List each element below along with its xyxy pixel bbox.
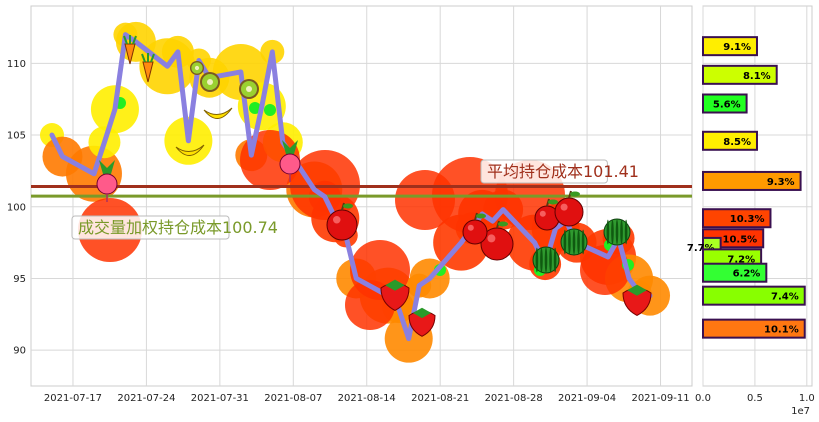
strawberry-icon xyxy=(380,279,410,311)
carrot-icon xyxy=(123,35,137,65)
weighted-cost-annotation: 成交量加权持仓成本100.74 xyxy=(71,215,278,240)
apple-icon xyxy=(326,202,358,241)
volume-bar-label: 9.1% xyxy=(723,42,751,53)
volume-bar-rect xyxy=(702,93,748,114)
volume-bar: 8.1% xyxy=(702,64,778,85)
watermelon-icon xyxy=(603,218,631,246)
x-tick-label: 2021-09-04 xyxy=(558,393,616,404)
volume-bar: 9.1% xyxy=(702,36,758,57)
volume-bar-label: 10.3% xyxy=(730,214,765,225)
kiwi-icon xyxy=(239,79,259,99)
volume-bar-rect xyxy=(702,318,806,339)
radish-icon xyxy=(96,160,118,202)
banana-icon xyxy=(175,144,205,156)
price-line xyxy=(49,32,653,342)
volume-chart: 9.1% 8.1% 5.6% 8.5% 9.3% 10.3% 10.5% 7.7% 7.2% 6.… xyxy=(687,5,815,417)
apple-icon xyxy=(554,190,584,227)
annotations: 平均持仓成本101.41 成交量加权持仓成本100.74 xyxy=(71,159,639,240)
volume-bar: 7.4% xyxy=(702,285,806,306)
main-axis-ticks: 2021-07-17 2021-07-24 2021-07-31 2021-08-07… xyxy=(7,59,690,404)
y-tick-label: 110 xyxy=(7,59,26,70)
volume-bars: 9.1% 8.1% 5.6% 8.5% 9.3% 10.3% 10.5% 7.7% 7.2% 6.… xyxy=(687,36,806,339)
y-tick-label: 95 xyxy=(13,274,26,285)
y-tick-label: 105 xyxy=(7,131,26,142)
annotation-box xyxy=(480,159,608,184)
green-dot xyxy=(264,104,276,116)
x-tick-label: 2021-08-21 xyxy=(411,393,469,404)
strawberry-icon xyxy=(408,307,436,337)
strawberry-icon xyxy=(622,284,652,316)
volume-bar-rect xyxy=(702,285,806,306)
annotation-box xyxy=(71,215,230,240)
volume-bar-label: 7.4% xyxy=(771,292,799,303)
volume-bar: 10.1% xyxy=(702,318,806,339)
annotation-text: 平均持仓成本101.41 xyxy=(487,162,639,181)
volume-bar-label: 8.1% xyxy=(743,71,771,82)
kiwi-icon xyxy=(190,61,204,75)
volume-bar-label: 7.2% xyxy=(727,254,755,265)
volume-bar-label: 10.1% xyxy=(764,325,799,336)
watermelon-icon xyxy=(532,246,560,274)
volume-bar-rect xyxy=(702,36,758,57)
apple-icon xyxy=(534,198,560,231)
volume-bar-rect xyxy=(702,208,772,229)
volume-bar-rect xyxy=(702,262,768,283)
side-scale-label: 1e7 xyxy=(791,406,810,417)
volume-blob xyxy=(290,150,360,220)
side-x-tick-label: 1.0 xyxy=(799,393,815,404)
fruit-icons xyxy=(96,35,652,337)
apple-icon xyxy=(480,220,514,261)
volume-bar-rect xyxy=(702,64,778,85)
volume-blob xyxy=(580,245,630,295)
side-axis-ticks: 0.0 0.5 1.0 1e7 xyxy=(695,393,815,417)
y-tick-label: 100 xyxy=(7,202,26,213)
side-x-tick-label: 0.0 xyxy=(695,393,711,404)
x-tick-label: 2021-07-24 xyxy=(117,393,175,404)
side-x-tick-label: 0.5 xyxy=(747,393,763,404)
green-dot xyxy=(249,102,261,114)
x-tick-label: 2021-08-28 xyxy=(485,393,543,404)
x-tick-label: 2021-09-11 xyxy=(631,393,689,404)
banana-icon xyxy=(203,107,233,119)
volume-bar-rect xyxy=(702,170,802,191)
x-tick-label: 2021-08-14 xyxy=(338,393,396,404)
x-tick-label: 2021-07-17 xyxy=(44,393,102,404)
cost-lines xyxy=(31,185,692,198)
apple-icon xyxy=(462,212,488,245)
x-tick-label: 2021-07-31 xyxy=(191,393,249,404)
volume-bar-label: 6.2% xyxy=(733,269,761,280)
volume-bar-label: 10.5% xyxy=(723,234,758,245)
x-tick-label: 2021-08-07 xyxy=(264,393,322,404)
volume-bar-label: 5.6% xyxy=(713,100,741,111)
annotation-text: 成交量加权持仓成本100.74 xyxy=(78,218,278,237)
volume-bar: 9.3% xyxy=(702,170,802,191)
volume-bar-label: 9.3% xyxy=(767,177,795,188)
volume-bar-rect xyxy=(702,130,758,151)
y-tick-label: 90 xyxy=(13,346,26,357)
volume-bar: 5.6% xyxy=(702,93,748,114)
volume-bar-label: 7.7% xyxy=(687,243,715,254)
volume-bar: 10.3% xyxy=(702,208,772,229)
carrot-icon xyxy=(141,53,155,83)
volume-bar: 8.5% xyxy=(702,130,758,151)
kiwi-icon xyxy=(200,72,220,92)
volume-bar-label: 8.5% xyxy=(723,137,751,148)
volume-bar: 6.2% xyxy=(702,262,768,283)
average-cost-annotation: 平均持仓成本101.41 xyxy=(480,159,639,184)
watermelon-icon xyxy=(560,228,588,256)
price-series xyxy=(49,32,653,342)
radish-icon xyxy=(279,140,301,182)
